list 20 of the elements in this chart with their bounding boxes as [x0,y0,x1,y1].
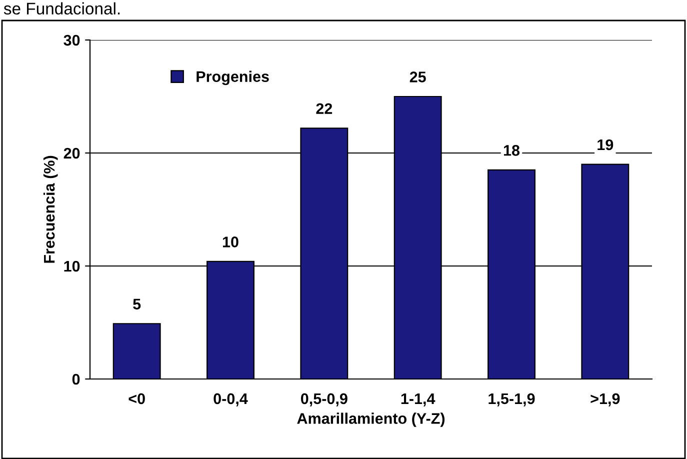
x-tick-label: 0-0,4 [214,393,248,406]
y-tick-label: 30 [64,34,80,46]
x-tick-label: 1-1,4 [401,393,436,406]
y-tick-label: 0 [72,374,80,385]
text: se Fundacional. [4,2,120,15]
data-label: 25 [410,72,426,82]
y-axis-title: Frecuencia (%) [43,156,58,263]
y-tick-label: 20 [64,148,80,159]
legend-label: Progenies [196,70,269,86]
data-label: 22 [316,103,332,114]
x-axis-title: Amarillamiento (Y-Z) [297,412,445,427]
data-label: 5 [133,298,141,310]
data-label: 10 [222,236,238,248]
y-tick-label: 10 [64,260,80,272]
x-tick-label: >1,9 [590,393,620,406]
data-label: 18 [504,145,520,156]
x-tick-label: 1,5-1,9 [488,393,535,406]
data-label: 19 [598,139,614,150]
x-tick-label: 0,5-0,9 [300,393,348,406]
x-tick-label: <0 [128,393,145,404]
